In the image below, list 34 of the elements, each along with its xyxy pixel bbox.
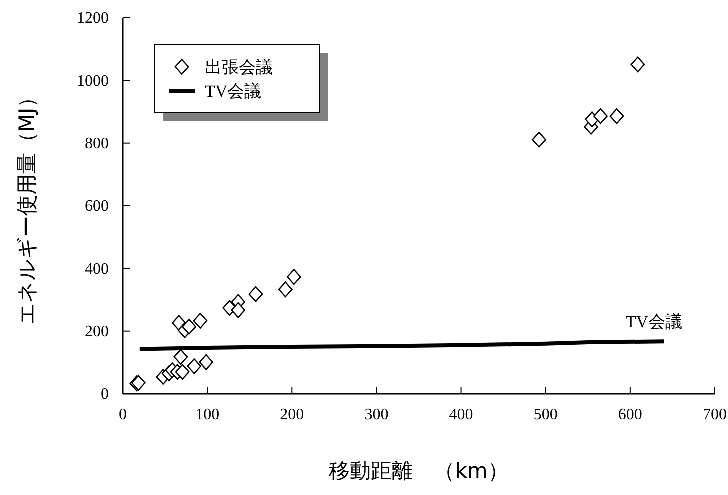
point bbox=[174, 349, 188, 365]
x-tick-label: 500 bbox=[534, 406, 558, 424]
y-tick-label: 0 bbox=[101, 386, 109, 404]
point bbox=[187, 358, 202, 374]
y-tick-label: 200 bbox=[85, 323, 109, 340]
y-tick-label: 600 bbox=[85, 198, 109, 216]
text: TV会議 bbox=[626, 312, 683, 332]
x-tick-label: 700 bbox=[703, 406, 727, 424]
point bbox=[248, 286, 264, 302]
point bbox=[594, 108, 608, 124]
point bbox=[278, 282, 293, 298]
point bbox=[182, 319, 196, 335]
point bbox=[199, 354, 214, 370]
point bbox=[630, 56, 646, 73]
x-tick-label: 200 bbox=[280, 406, 304, 424]
legend-label: TV会議 bbox=[205, 82, 262, 101]
x-tick-label: 300 bbox=[364, 406, 389, 424]
x-tick-label: 100 bbox=[196, 406, 220, 424]
x-tick-label: 600 bbox=[618, 406, 642, 424]
point bbox=[175, 364, 190, 380]
x-tick-label: 400 bbox=[449, 406, 474, 424]
x-tick-label: 0 bbox=[119, 406, 127, 424]
point bbox=[193, 313, 208, 329]
point bbox=[532, 132, 546, 148]
legend-label: 出張会議 bbox=[205, 58, 273, 78]
y-tick-label: 800 bbox=[85, 135, 109, 152]
point bbox=[231, 302, 246, 318]
y-tick-label: 1000 bbox=[77, 72, 109, 90]
point bbox=[286, 269, 302, 286]
x-axis-title: 移動距離 （km） bbox=[329, 459, 509, 483]
y-axis-title: エネルギー使用量（MJ） bbox=[15, 86, 39, 326]
y-tick-label: 400 bbox=[85, 260, 109, 278]
point bbox=[610, 108, 624, 124]
y-tick-label: 1200 bbox=[77, 10, 109, 28]
